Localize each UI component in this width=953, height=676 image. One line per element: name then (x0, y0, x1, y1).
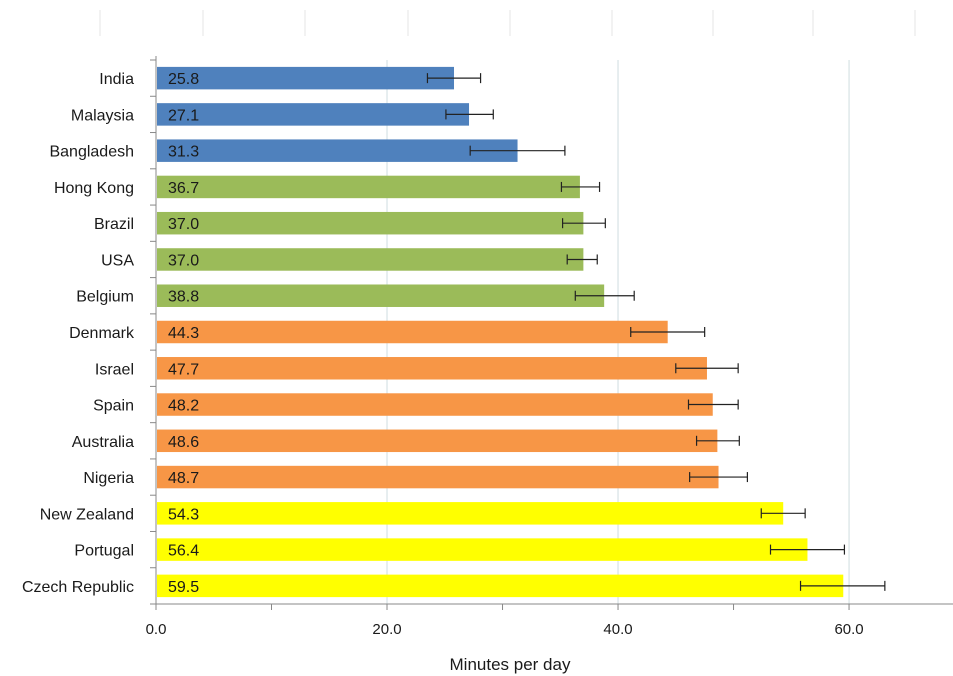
bar-3 (157, 175, 580, 199)
category-label-10: Australia (72, 434, 134, 451)
bar-10 (157, 429, 718, 453)
category-label-6: Belgium (76, 289, 134, 306)
category-label-9: Spain (93, 398, 134, 415)
bar-7 (157, 320, 668, 344)
value-label-14: 59.5 (168, 579, 199, 596)
category-label-0: India (99, 71, 134, 88)
bar-8 (157, 357, 707, 380)
category-label-1: Malaysia (71, 107, 134, 124)
category-label-12: New Zealand (40, 506, 134, 523)
category-label-11: Nigeria (83, 470, 134, 487)
bar-1 (157, 103, 470, 126)
bar-5 (157, 248, 584, 271)
value-label-2: 31.3 (168, 144, 199, 161)
bar-0 (157, 66, 455, 90)
x-tick-label-3: 60.0 (834, 621, 863, 638)
value-label-1: 27.1 (168, 107, 199, 124)
category-label-2: Bangladesh (49, 144, 134, 161)
bar-12 (157, 502, 784, 525)
category-label-8: Israel (95, 361, 134, 378)
x-axis-title: Minutes per day (450, 655, 571, 674)
bar-11 (157, 465, 719, 489)
category-label-4: Brazil (94, 216, 134, 233)
value-label-4: 37.0 (168, 216, 199, 233)
value-label-3: 36.7 (168, 180, 199, 197)
bar-9 (157, 393, 713, 416)
category-label-3: Hong Kong (54, 180, 134, 197)
value-labels-group: 25.8 27.1 31.3 36.7 37.0 37.0 38.8 44.3 47.7 48.2… (168, 71, 199, 596)
bars-group (157, 66, 844, 598)
category-label-13: Portugal (74, 543, 134, 560)
bar-6 (157, 284, 605, 307)
error-bars-group (426, 73, 886, 591)
value-label-10: 48.6 (168, 434, 199, 451)
category-label-14: Czech Republic (22, 579, 134, 596)
tick-labels-group: 0.0 20.0 40.0 60.0 (146, 621, 864, 638)
bar-2 (157, 139, 518, 162)
bar-4 (157, 211, 584, 235)
x-tick-label-1: 20.0 (372, 621, 401, 638)
value-label-9: 48.2 (168, 398, 199, 415)
value-label-7: 44.3 (168, 325, 199, 342)
axes-group (150, 56, 953, 610)
value-label-0: 25.8 (168, 71, 199, 88)
category-labels-group: India Malaysia Bangladesh Hong Kong Brazil US… (22, 71, 135, 596)
value-label-5: 37.0 (168, 252, 199, 269)
x-tick-label-0: 0.0 (146, 621, 167, 638)
bar-14 (157, 574, 844, 598)
value-label-8: 47.7 (168, 361, 199, 378)
value-label-12: 54.3 (168, 506, 199, 523)
category-label-5: USA (101, 252, 134, 269)
value-label-6: 38.8 (168, 289, 199, 306)
category-label-7: Denmark (69, 325, 135, 342)
value-label-13: 56.4 (168, 543, 199, 560)
top-gridline-stubs (99, 10, 916, 36)
bar-13 (157, 538, 808, 561)
x-tick-label-2: 40.0 (603, 621, 632, 638)
value-label-11: 48.7 (168, 470, 199, 487)
